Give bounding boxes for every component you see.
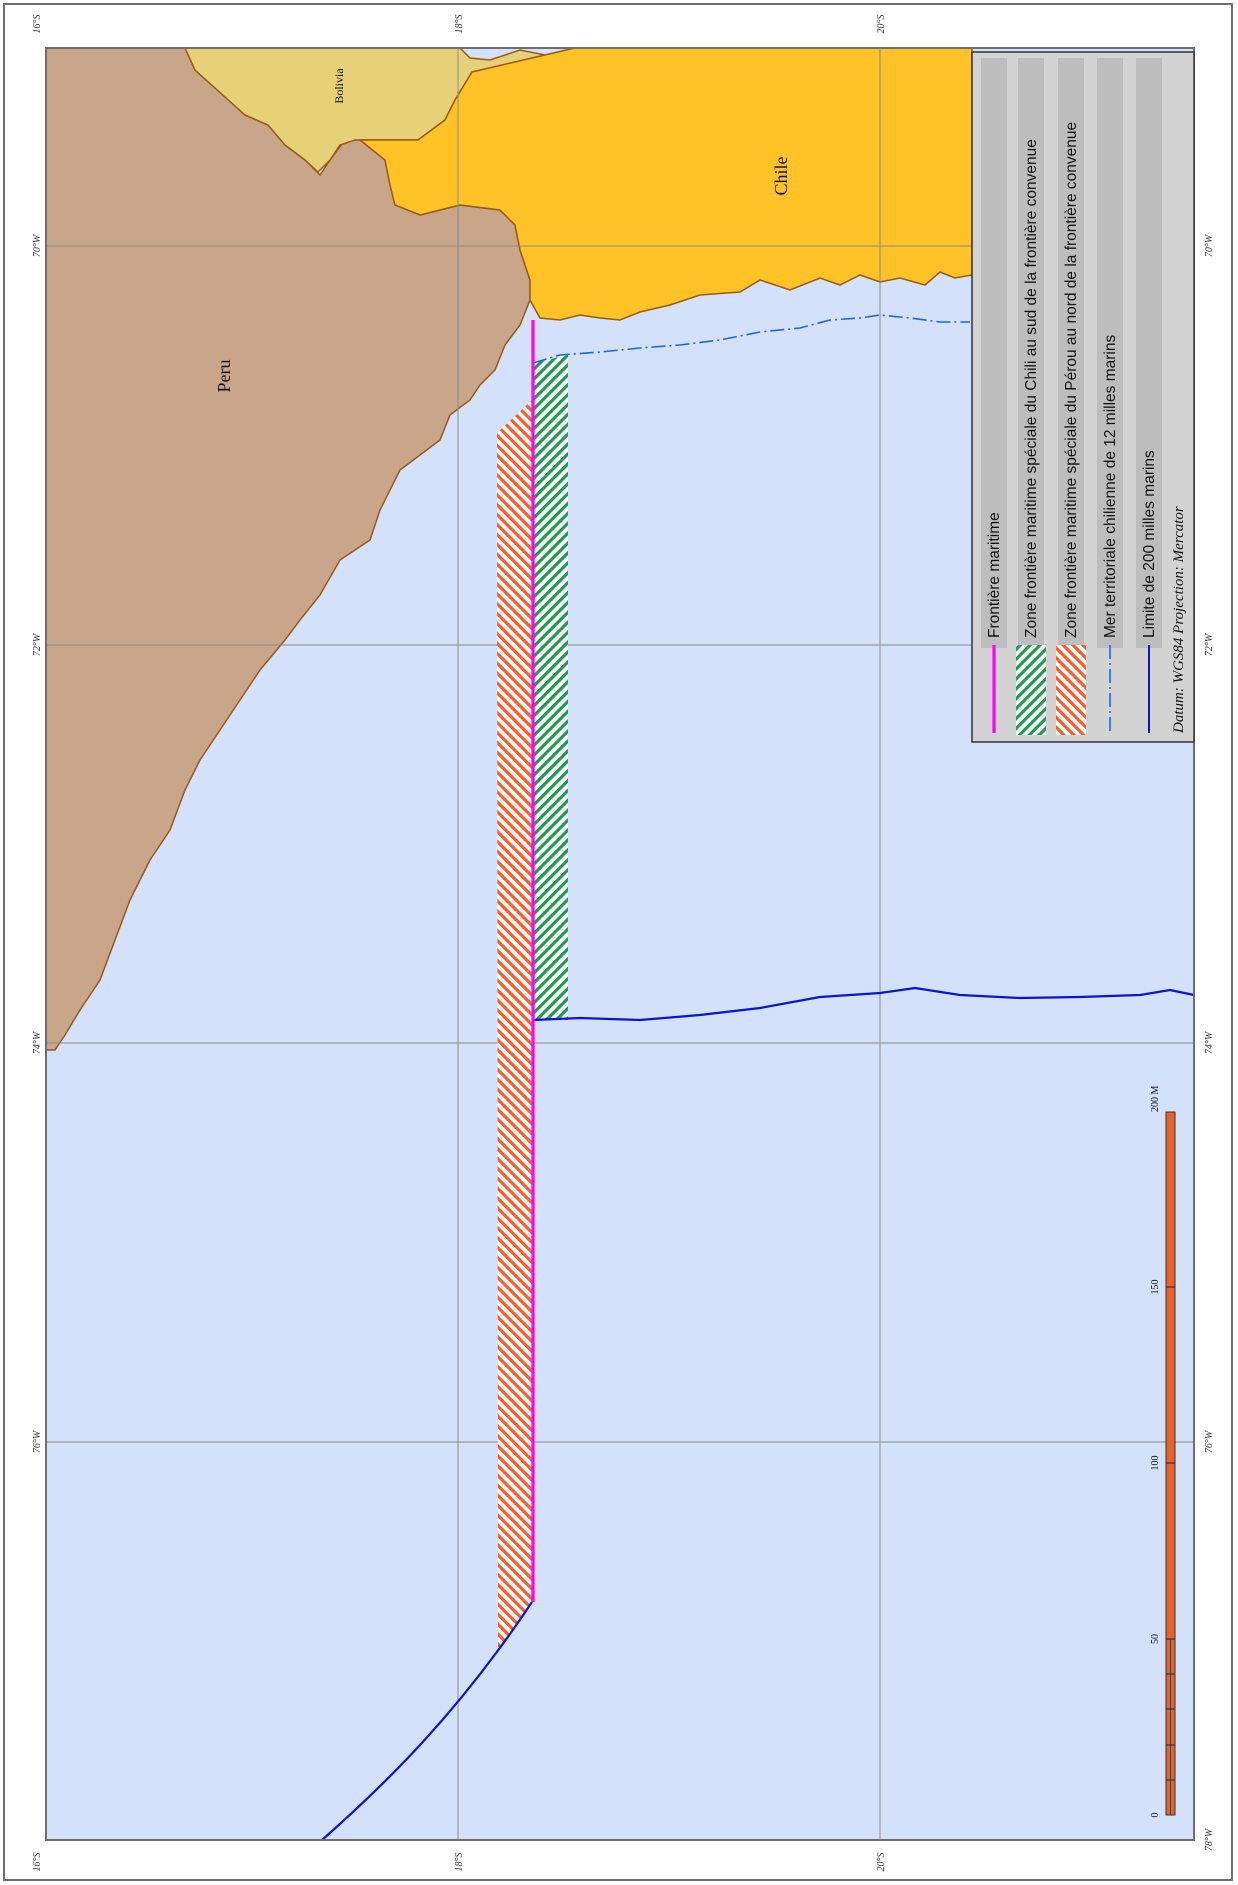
lon-label-76-left: 76°W <box>32 1429 43 1453</box>
legend: Frontière maritime Zone frontière mariti… <box>971 51 1195 743</box>
orange-hatch-icon <box>1056 645 1086 735</box>
lon-label-70-right: 70°W <box>1204 233 1215 257</box>
limit-200nm-north <box>321 1601 533 1841</box>
lat-label-18-top: 18°S <box>454 15 465 34</box>
legend-label-maritime-boundary: Frontière maritime <box>986 512 1003 638</box>
scale-label-150: 150 <box>1150 1280 1161 1295</box>
lat-label-18-bottom: 18°S <box>454 1853 465 1872</box>
lon-label-76-right: 76°W <box>1204 1429 1215 1453</box>
scale-label-50: 50 <box>1150 1634 1161 1644</box>
peru-special-zone <box>497 400 532 1650</box>
limit-200nm-south <box>532 986 1195 1022</box>
page-frame <box>3 3 1233 1881</box>
peru-landmass <box>45 47 531 1051</box>
lat-label-20-bottom: 20°S <box>876 1853 887 1872</box>
legend-row-bg <box>1018 58 1044 648</box>
legend-label-territorial-sea: Mer territoriale chilienne de 12 milles … <box>1102 335 1119 638</box>
lon-label-74-right: 74°W <box>1204 1030 1215 1054</box>
label-bolivia: Bolivia <box>332 68 346 104</box>
map-frame <box>45 47 1195 1841</box>
legend-row-bg <box>1136 58 1162 648</box>
label-peru: Peru <box>214 360 234 393</box>
chile-landmass <box>357 47 973 321</box>
legend-row-bg <box>1058 58 1084 648</box>
scale-label-0: 0 <box>1150 1813 1161 1818</box>
legend-datum-projection: Datum: WGS84 Projection: Mercator <box>1171 506 1187 734</box>
lat-label-20-top: 20°S <box>876 15 887 34</box>
scale-label-200: 200 M <box>1150 1086 1161 1113</box>
territorial-sea-12nm <box>532 314 970 364</box>
legend-row-bg <box>1097 58 1123 648</box>
lon-label-74-left: 74°W <box>32 1030 43 1054</box>
lon-label-72-left: 72°W <box>32 632 43 656</box>
chile-special-zone <box>533 355 568 1020</box>
lon-label-72-right: 72°W <box>1204 632 1215 656</box>
lon-label-70-left: 70°W <box>32 233 43 257</box>
lon-label-78-right: 78°W <box>1204 1827 1215 1851</box>
legend-label-peru-zone: Zone frontière maritime spéciale du Péro… <box>1063 122 1080 638</box>
scale-bar: 0 50 100 150 200 M <box>1150 1086 1176 1818</box>
green-hatch-icon <box>1016 645 1046 735</box>
legend-label-chile-zone: Zone frontière maritime spéciale du Chil… <box>1023 139 1040 638</box>
label-chile: Chile <box>771 156 791 195</box>
legend-row-bg <box>981 58 1007 648</box>
legend-label-200nm-limit: Limite de 200 milles marins <box>1141 450 1158 638</box>
lat-label-16-top: 16°S <box>32 15 43 34</box>
scale-label-100: 100 <box>1150 1456 1161 1471</box>
lat-label-16-bottom: 16°S <box>32 1853 43 1872</box>
